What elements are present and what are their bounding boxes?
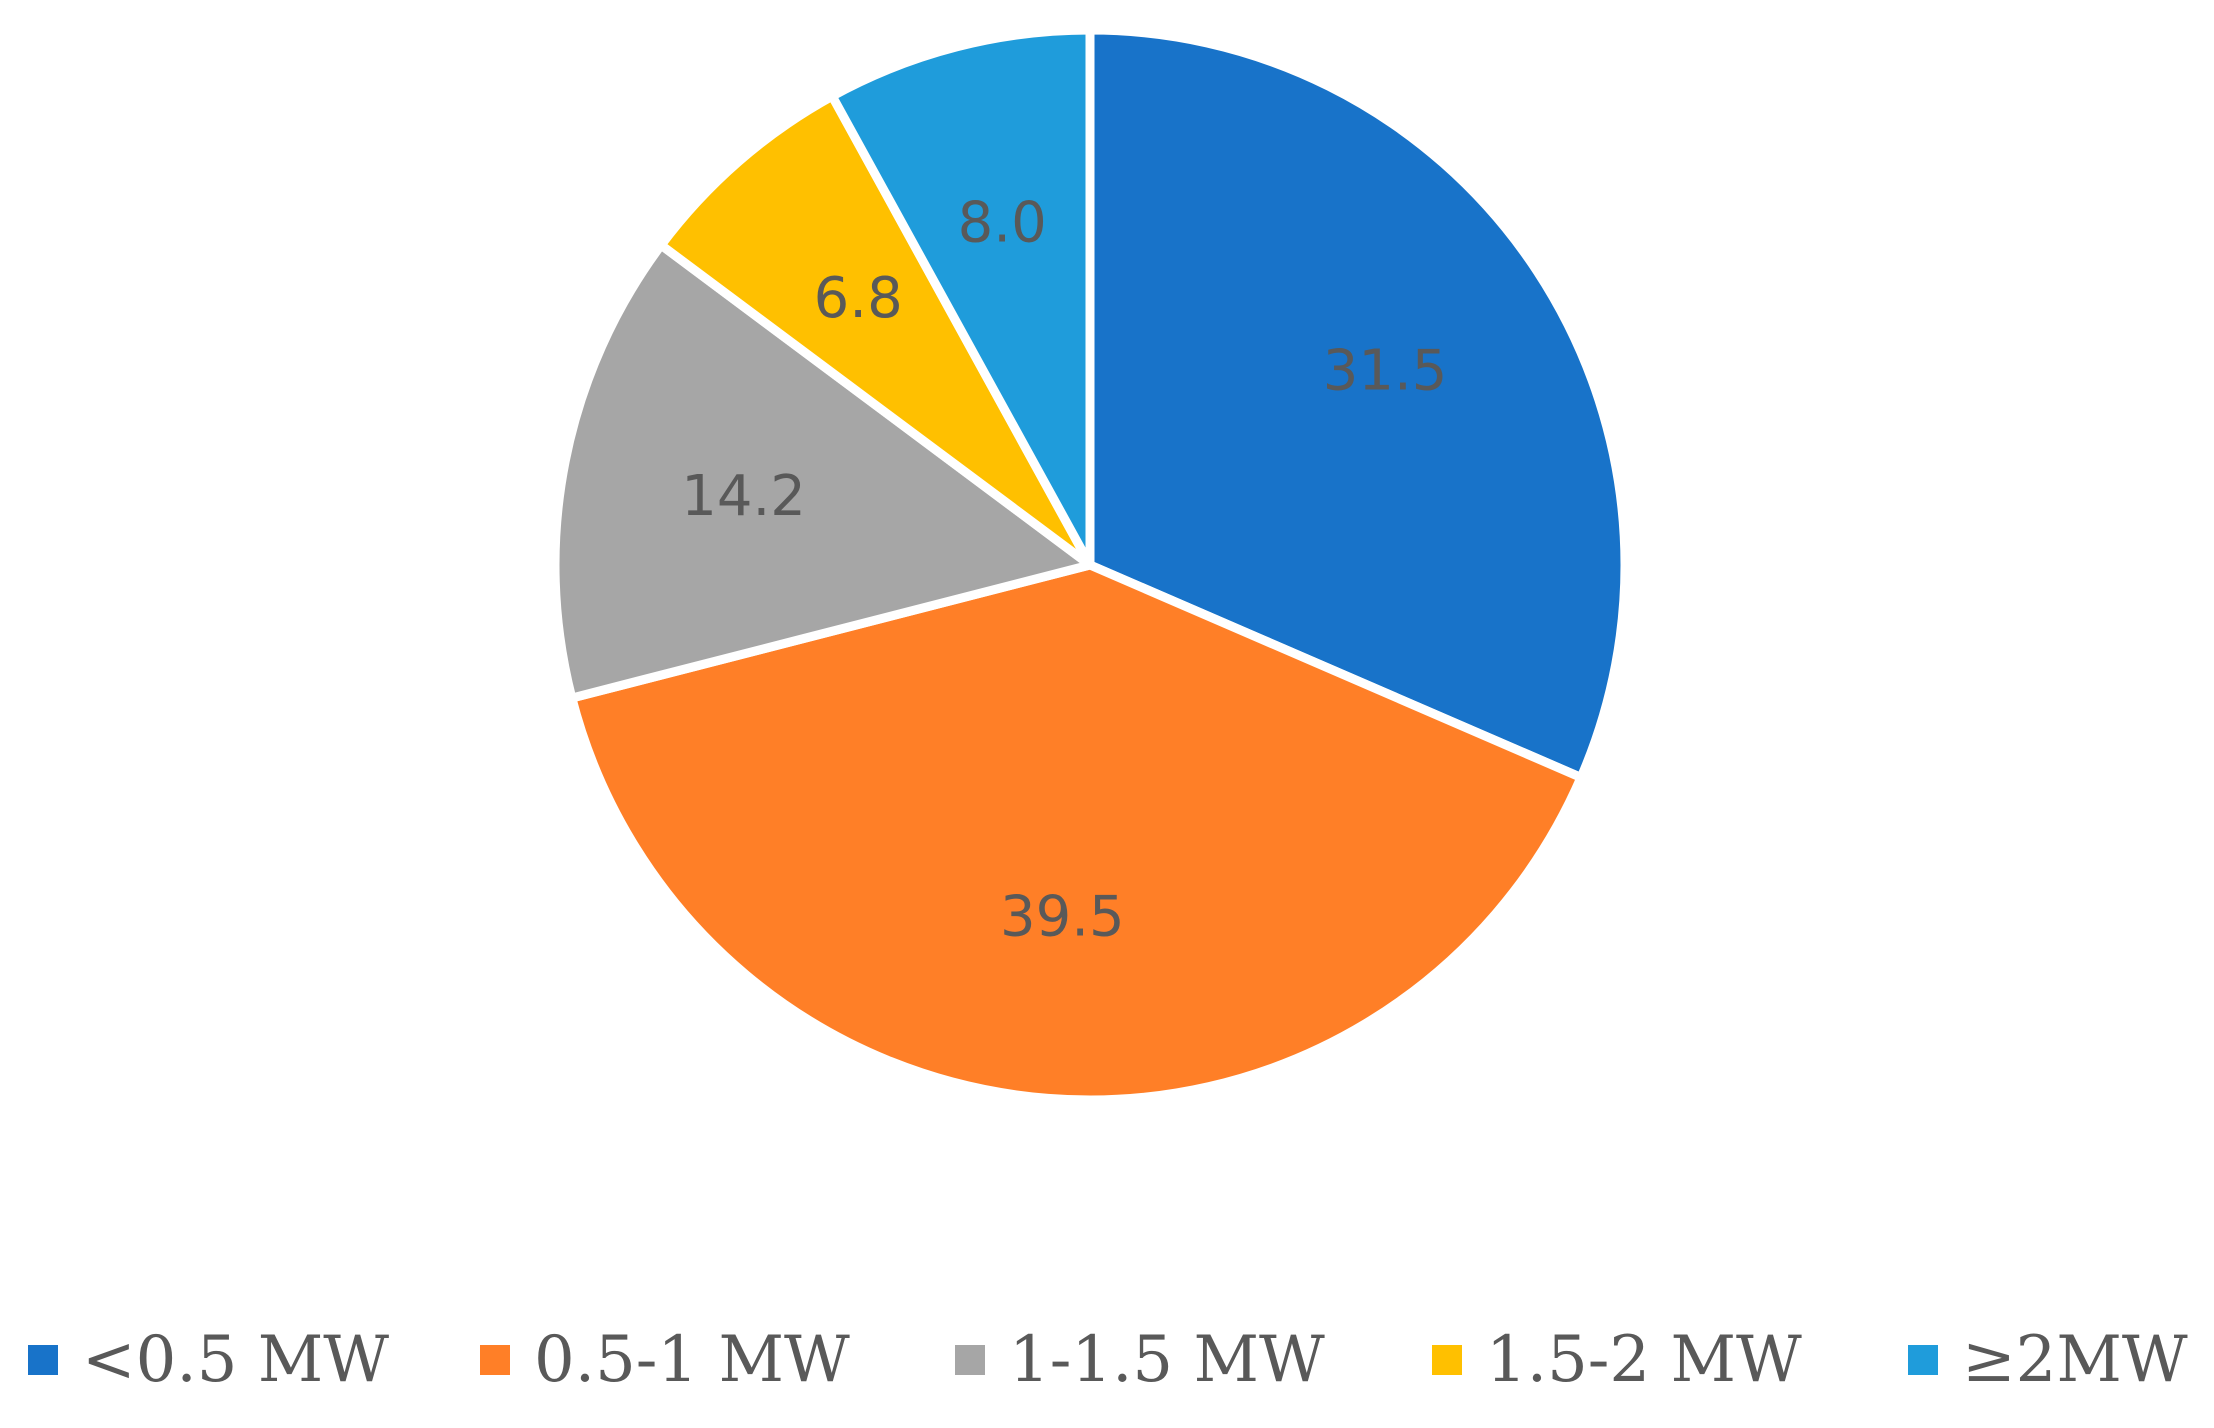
legend-item: 1-1.5 MW: [955, 1323, 1325, 1397]
legend-swatch: [480, 1345, 510, 1375]
legend-label: <0.5 MW: [82, 1323, 389, 1397]
slice-value-label: 6.8: [814, 266, 903, 331]
legend-item: 1.5-2 MW: [1432, 1323, 1802, 1397]
legend-item: <0.5 MW: [28, 1323, 389, 1397]
legend-swatch: [28, 1345, 58, 1375]
pie-slice: [654, 90, 1094, 569]
legend-swatch: [1432, 1345, 1462, 1375]
legend-label: ≥2MW: [1962, 1323, 2188, 1397]
data-labels: 31.5 39.5 14.2 6.8 8.0: [681, 191, 1447, 950]
legend-label: 0.5-1 MW: [534, 1323, 850, 1397]
legend-item: ≥2MW: [1908, 1323, 2188, 1397]
pie-slice: [826, 25, 1095, 568]
legend-swatch: [955, 1345, 985, 1375]
pie-slice: [1085, 25, 1630, 784]
pie-slices: [550, 25, 1630, 1105]
pie-slice: [566, 560, 1587, 1105]
pie-slice: [550, 238, 1101, 704]
legend-swatch: [1908, 1345, 1938, 1375]
slice-value-label: 14.2: [681, 464, 806, 529]
legend-item: 0.5-1 MW: [480, 1323, 850, 1397]
slice-value-label: 39.5: [1000, 885, 1125, 950]
legend-label: 1.5-2 MW: [1486, 1323, 1802, 1397]
legend-label: 1-1.5 MW: [1009, 1323, 1325, 1397]
slice-value-label: 31.5: [1323, 339, 1448, 404]
legend: <0.5 MW 0.5-1 MW 1-1.5 MW 1.5-2 MW ≥2MW: [28, 1323, 2188, 1397]
slice-value-label: 8.0: [958, 191, 1047, 256]
